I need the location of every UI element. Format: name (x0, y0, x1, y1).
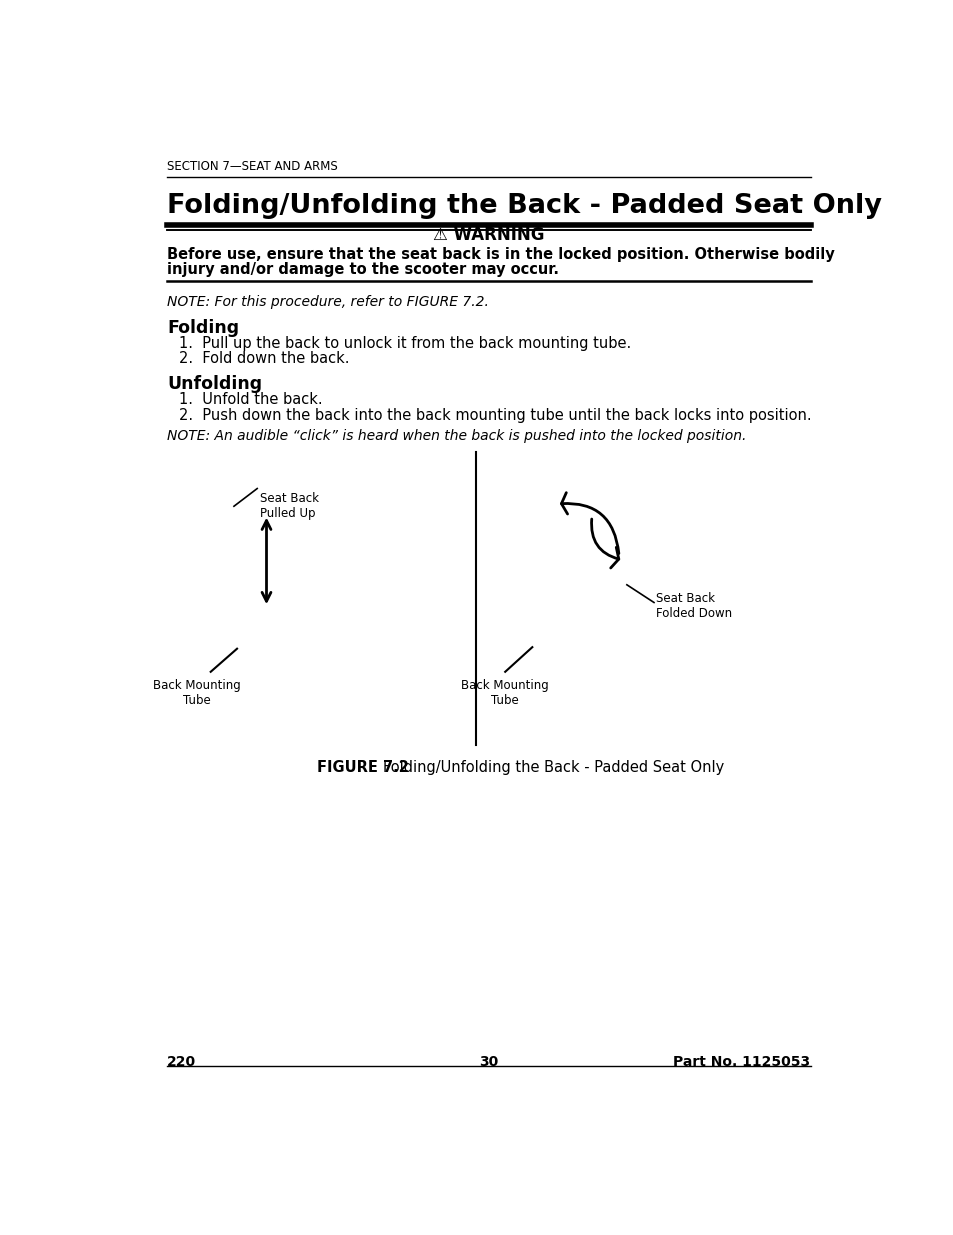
Text: FIGURE 7.2: FIGURE 7.2 (316, 761, 408, 776)
Text: Folding/Unfolding the Back - Padded Seat Only: Folding/Unfolding the Back - Padded Seat… (167, 193, 882, 219)
Text: injury and/or damage to the scooter may occur.: injury and/or damage to the scooter may … (167, 262, 558, 277)
Text: NOTE: For this procedure, refer to FIGURE 7.2.: NOTE: For this procedure, refer to FIGUR… (167, 294, 489, 309)
Text: Folding/Unfolding the Back - Padded Seat Only: Folding/Unfolding the Back - Padded Seat… (382, 761, 723, 776)
Text: Before use, ensure that the seat back is in the locked position. Otherwise bodil: Before use, ensure that the seat back is… (167, 247, 834, 262)
Text: Seat Back
Pulled Up: Seat Back Pulled Up (260, 493, 319, 520)
Text: 2.  Push down the back into the back mounting tube until the back locks into pos: 2. Push down the back into the back moun… (179, 408, 811, 422)
Text: 1.  Pull up the back to unlock it from the back mounting tube.: 1. Pull up the back to unlock it from th… (179, 336, 631, 351)
Text: Part No. 1125053: Part No. 1125053 (673, 1055, 810, 1070)
Text: 220: 220 (167, 1055, 196, 1070)
Text: NOTE: An audible “click” is heard when the back is pushed into the locked positi: NOTE: An audible “click” is heard when t… (167, 430, 746, 443)
Text: SECTION 7—SEAT AND ARMS: SECTION 7—SEAT AND ARMS (167, 159, 337, 173)
Text: Back Mounting
Tube: Back Mounting Tube (152, 679, 240, 708)
Text: ⚠ WARNING: ⚠ WARNING (433, 226, 544, 243)
Text: 2.  Fold down the back.: 2. Fold down the back. (179, 352, 349, 367)
Text: Unfolding: Unfolding (167, 375, 262, 394)
Text: Seat Back
Folded Down: Seat Back Folded Down (656, 592, 732, 620)
Text: 30: 30 (478, 1055, 498, 1070)
Text: 1.  Unfold the back.: 1. Unfold the back. (179, 393, 322, 408)
Text: Folding: Folding (167, 319, 239, 337)
Text: Back Mounting
Tube: Back Mounting Tube (460, 679, 548, 708)
